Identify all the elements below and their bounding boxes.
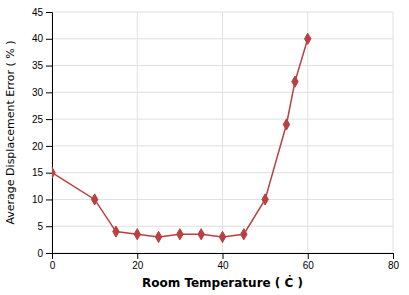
y-tick-mark [46,146,52,147]
data-point [52,167,55,178]
y-tick-label: 5 [37,221,43,232]
x-grid-line [222,12,223,253]
x-axis-line [53,254,394,260]
chart-svg: 0 20 40 60 80 0 5 10 15 20 25 30 35 40 45 Room Temperat… [0,0,409,295]
y-tick-label: 30 [32,87,44,98]
y-tick-label: 20 [32,141,44,152]
y-tick-mark [46,92,52,93]
y-grid-line [52,199,393,200]
y-tick: 40 [32,33,52,44]
x-tick-mark [393,253,394,259]
y-tick: 35 [32,60,52,71]
y-grid-line [52,172,393,173]
x-tick-mark [137,253,138,259]
x-tick: 20 [132,253,144,271]
data-point [155,231,161,242]
data-point [177,229,183,240]
chart-container: 0 20 40 60 80 0 5 10 15 20 25 30 35 40 45 Room Temperat… [0,0,409,295]
x-grid-line [307,12,308,253]
y-tick-mark [46,253,52,254]
x-tick: 80 [388,253,400,271]
data-point [134,229,140,240]
y-tick: 15 [32,167,52,178]
data-point [262,194,268,205]
y-grid-line [52,12,393,13]
y-tick: 10 [32,194,52,205]
data-point [91,194,97,205]
y-axis-title: Average Displacement Error ( % ) [4,40,17,224]
data-point [305,33,311,44]
data-point [198,229,204,240]
y-grid-line [52,119,393,120]
y-tick-mark [46,39,52,40]
y-grid-line [52,65,393,66]
y-grid-line [52,145,393,146]
y-axis-line [46,13,53,254]
x-grid-line [393,12,394,253]
data-line [52,39,308,237]
y-grid-line [52,38,393,39]
x-tick-label: 60 [303,260,315,271]
x-grid-line [137,12,138,253]
grid [52,12,393,253]
y-tick-label: 40 [32,33,44,44]
y-tick-label: 0 [37,248,43,259]
x-tick-label: 0 [50,260,56,271]
y-tick: 25 [32,114,52,125]
x-tick-mark [308,253,309,259]
x-tick-label: 80 [388,260,400,271]
y-tick: 30 [32,87,52,98]
y-tick-label: 45 [32,7,44,18]
data-marks [52,33,311,242]
data-point [219,231,225,242]
y-tick: 0 [37,248,52,259]
y-tick-mark [46,199,52,200]
x-tick: 60 [303,253,315,271]
y-tick: 45 [32,7,52,18]
y-tick-mark [46,66,52,67]
y-tick-label: 25 [32,114,44,125]
y-tick-mark [46,226,52,227]
y-tick: 5 [37,221,52,232]
data-point [113,226,119,237]
data-point [283,119,289,130]
y-tick-mark [46,12,52,13]
data-point [241,229,247,240]
data-point [292,76,298,87]
x-tick-mark [223,253,224,259]
x-tick-label: 20 [132,260,144,271]
y-tick-mark [46,119,52,120]
y-grid-line [52,226,393,227]
y-axis: 0 5 10 15 20 25 30 35 40 45 [32,7,53,259]
plot-area: 0 20 40 60 80 0 5 10 15 20 25 30 35 40 45 [32,7,400,271]
x-tick: 40 [217,253,229,271]
y-tick-label: 15 [32,167,44,178]
y-tick-label: 35 [32,60,44,71]
x-axis-title: Room Temperature ( Ċ ) [142,275,303,290]
x-tick: 0 [50,253,56,271]
x-tick-label: 40 [217,260,229,271]
y-tick-mark [46,173,52,174]
y-tick-label: 10 [32,194,44,205]
y-tick: 20 [32,141,52,152]
x-axis: 0 20 40 60 80 [50,253,400,271]
y-grid-line [52,92,393,93]
